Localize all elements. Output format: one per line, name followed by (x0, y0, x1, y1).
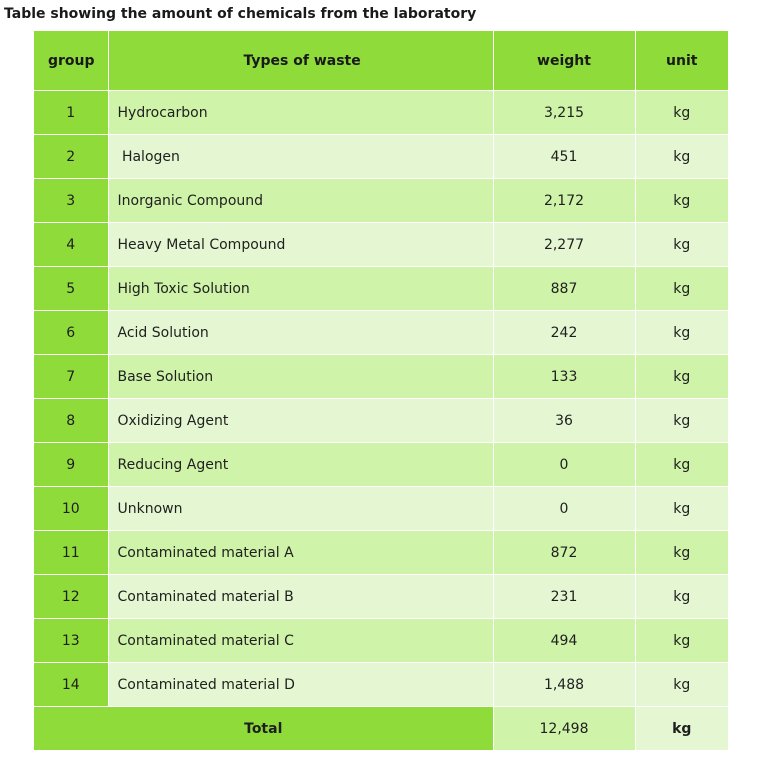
table-row: 9 Reducing Agent 0 kg (34, 442, 728, 487)
unit-cell: kg (635, 266, 728, 311)
group-cell: 1 (34, 90, 109, 135)
group-cell: 10 (34, 486, 109, 531)
weight-cell: 887 (493, 266, 636, 311)
weight-cell: 2,277 (493, 222, 636, 267)
table-row: 12 Contaminated material B 231 kg (34, 574, 728, 619)
type-cell: Contaminated material C (108, 618, 494, 663)
type-cell: Base Solution (108, 354, 494, 399)
group-cell: 12 (34, 574, 109, 619)
unit-cell: kg (635, 574, 728, 619)
table-row: 8 Oxidizing Agent 36 kg (34, 398, 728, 443)
group-cell: 14 (34, 662, 109, 707)
unit-cell: kg (635, 134, 728, 179)
total-weight: 12,498 (493, 706, 636, 751)
header-unit: unit (635, 31, 728, 91)
group-cell: 6 (34, 310, 109, 355)
header-weight: weight (493, 31, 636, 91)
table-caption: Table showing the amount of chemicals fr… (4, 6, 477, 22)
unit-cell: kg (635, 178, 728, 223)
unit-cell: kg (635, 310, 728, 355)
group-cell: 9 (34, 442, 109, 487)
unit-cell: kg (635, 222, 728, 267)
unit-cell: kg (635, 442, 728, 487)
table-row: 10 Unknown 0 kg (34, 486, 728, 531)
header-type: Types of waste (108, 31, 494, 91)
total-row: Total 12,498 kg (34, 706, 728, 751)
weight-cell: 0 (493, 486, 636, 531)
weight-cell: 133 (493, 354, 636, 399)
group-cell: 8 (34, 398, 109, 443)
chemical-waste-table: group Types of waste weight unit 1 Hydro… (34, 31, 728, 751)
total-label: Total (34, 706, 494, 751)
table-row: 13 Contaminated material C 494 kg (34, 618, 728, 663)
group-cell: 4 (34, 222, 109, 267)
group-cell: 3 (34, 178, 109, 223)
group-cell: 11 (34, 530, 109, 575)
weight-cell: 2,172 (493, 178, 636, 223)
unit-cell: kg (635, 618, 728, 663)
table-row: 3 Inorganic Compound 2,172 kg (34, 178, 728, 223)
weight-cell: 36 (493, 398, 636, 443)
group-cell: 13 (34, 618, 109, 663)
type-cell: Unknown (108, 486, 494, 531)
type-cell: Acid Solution (108, 310, 494, 355)
type-cell: Contaminated material B (108, 574, 494, 619)
total-unit: kg (635, 706, 728, 751)
type-cell: Hydrocarbon (108, 90, 494, 135)
type-cell: Reducing Agent (108, 442, 494, 487)
type-cell: Contaminated material A (108, 530, 494, 575)
weight-cell: 242 (493, 310, 636, 355)
unit-cell: kg (635, 486, 728, 531)
type-cell: Halogen (108, 134, 494, 179)
unit-cell: kg (635, 530, 728, 575)
weight-cell: 0 (493, 442, 636, 487)
unit-cell: kg (635, 354, 728, 399)
unit-cell: kg (635, 398, 728, 443)
type-cell: Contaminated material D (108, 662, 494, 707)
type-cell: Heavy Metal Compound (108, 222, 494, 267)
type-cell: Oxidizing Agent (108, 398, 494, 443)
table-row: 4 Heavy Metal Compound 2,277 kg (34, 222, 728, 267)
weight-cell: 3,215 (493, 90, 636, 135)
weight-cell: 494 (493, 618, 636, 663)
table-row: 5 High Toxic Solution 887 kg (34, 266, 728, 311)
group-cell: 5 (34, 266, 109, 311)
weight-cell: 451 (493, 134, 636, 179)
group-cell: 2 (34, 134, 109, 179)
unit-cell: kg (635, 90, 728, 135)
table-row: 7 Base Solution 133 kg (34, 354, 728, 399)
unit-cell: kg (635, 662, 728, 707)
table-row: 2 Halogen 451 kg (34, 134, 728, 179)
table-row: 14 Contaminated material D 1,488 kg (34, 662, 728, 707)
weight-cell: 1,488 (493, 662, 636, 707)
type-cell: Inorganic Compound (108, 178, 494, 223)
type-cell: High Toxic Solution (108, 266, 494, 311)
weight-cell: 872 (493, 530, 636, 575)
header-row: group Types of waste weight unit (34, 31, 728, 91)
table-row: 1 Hydrocarbon 3,215 kg (34, 90, 728, 135)
header-group: group (34, 31, 109, 91)
group-cell: 7 (34, 354, 109, 399)
table-row: 11 Contaminated material A 872 kg (34, 530, 728, 575)
table-row: 6 Acid Solution 242 kg (34, 310, 728, 355)
weight-cell: 231 (493, 574, 636, 619)
